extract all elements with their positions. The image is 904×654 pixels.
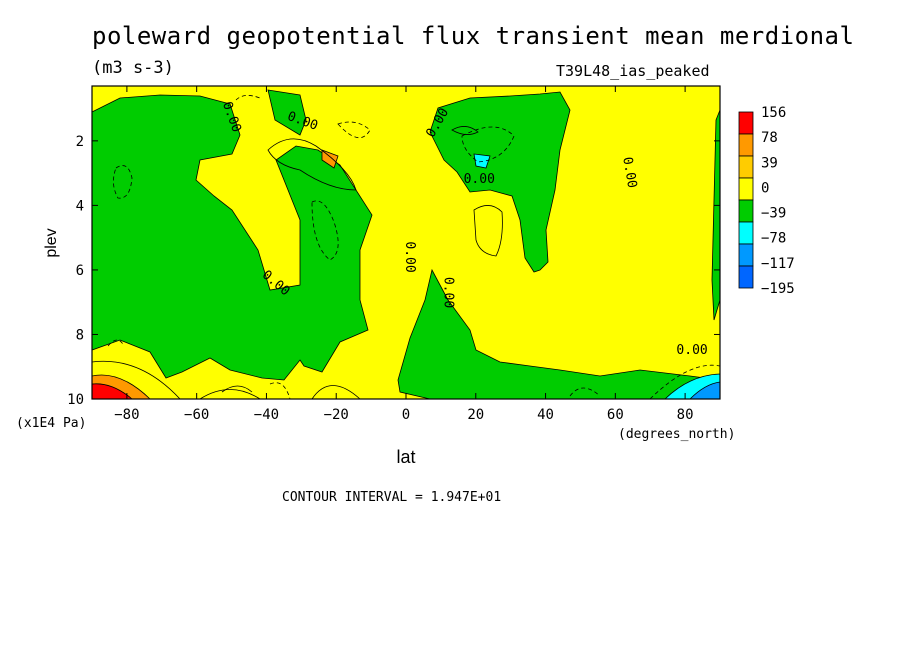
green-center-region <box>397 268 721 400</box>
x-tick-label: −60 <box>184 407 209 423</box>
y-tick-label: 2 <box>76 134 84 150</box>
colorbar-box <box>738 177 754 201</box>
x-tick-label: −80 <box>114 407 139 423</box>
dashed-contours <box>107 95 721 400</box>
colorbar-label: −78 <box>761 231 786 247</box>
y-tick-label: 8 <box>76 327 84 343</box>
contour-interval: CONTOUR INTERVAL = 1.947E+01 <box>282 490 501 505</box>
contour-label: 0.00 <box>464 172 495 187</box>
cyan-blob-center <box>473 153 491 169</box>
colorbar-label: 156 <box>761 105 786 121</box>
x-tick-label: 60 <box>607 407 624 423</box>
green-edge-region <box>711 109 721 321</box>
run-label: T39L48_ias_peaked <box>556 62 710 80</box>
x-axis-label: lat <box>396 447 415 467</box>
x-axis-unit: (degrees_north) <box>618 427 735 442</box>
y-axis-label: plev <box>43 228 60 257</box>
negative-extrema <box>473 153 721 400</box>
colorbar-box <box>738 221 754 245</box>
y-axis-ticks: 2 4 6 8 10 <box>67 134 720 408</box>
y-axis-unit: (x1E4 Pa) <box>16 416 86 431</box>
colorbar-box <box>738 265 754 289</box>
colorbar-box <box>738 111 754 135</box>
green-top-region <box>267 89 307 136</box>
colorbar-labels: 156 78 39 0 −39 −78 −117 −195 <box>761 105 795 297</box>
contour-label: 0.00 <box>619 156 639 189</box>
orange-blob <box>321 149 339 169</box>
contour-label: 0.00 <box>440 277 455 308</box>
colorbar-label: −195 <box>761 281 795 297</box>
colorbar-label: 78 <box>761 130 778 146</box>
chart-title: poleward geopotential flux transient mea… <box>92 22 855 50</box>
y-tick-label: 10 <box>67 392 84 408</box>
units-label: (m3 s-3) <box>92 58 174 78</box>
colorbar-box <box>738 155 754 179</box>
colorbar-box <box>738 199 754 223</box>
negative-regions <box>91 89 721 400</box>
solid-contours <box>91 126 503 400</box>
green-right-region <box>429 91 571 273</box>
x-axis-ticks: −80 −60 −40 −20 0 20 40 60 80 <box>114 86 694 423</box>
colorbar-box <box>738 243 754 267</box>
x-tick-label: 20 <box>467 407 484 423</box>
colorbar-label: 39 <box>761 155 778 171</box>
colorbar-label: −117 <box>761 256 795 272</box>
positive-extrema <box>91 149 339 400</box>
colorbar-boxes <box>738 111 754 289</box>
y-tick-label: 4 <box>76 198 84 214</box>
x-tick-label: 80 <box>677 407 694 423</box>
x-tick-label: 0 <box>402 407 410 423</box>
contour-label: 0.00 <box>676 343 707 358</box>
colorbar-label: 0 <box>761 180 769 196</box>
contour-label: 0.00 <box>402 241 417 272</box>
x-tick-label: 40 <box>537 407 554 423</box>
y-tick-label: 6 <box>76 263 84 279</box>
green-left-region <box>91 94 373 381</box>
x-tick-label: −20 <box>324 407 349 423</box>
colorbar-box <box>738 133 754 157</box>
colorbar-label: −39 <box>761 206 786 222</box>
x-tick-label: −40 <box>254 407 279 423</box>
